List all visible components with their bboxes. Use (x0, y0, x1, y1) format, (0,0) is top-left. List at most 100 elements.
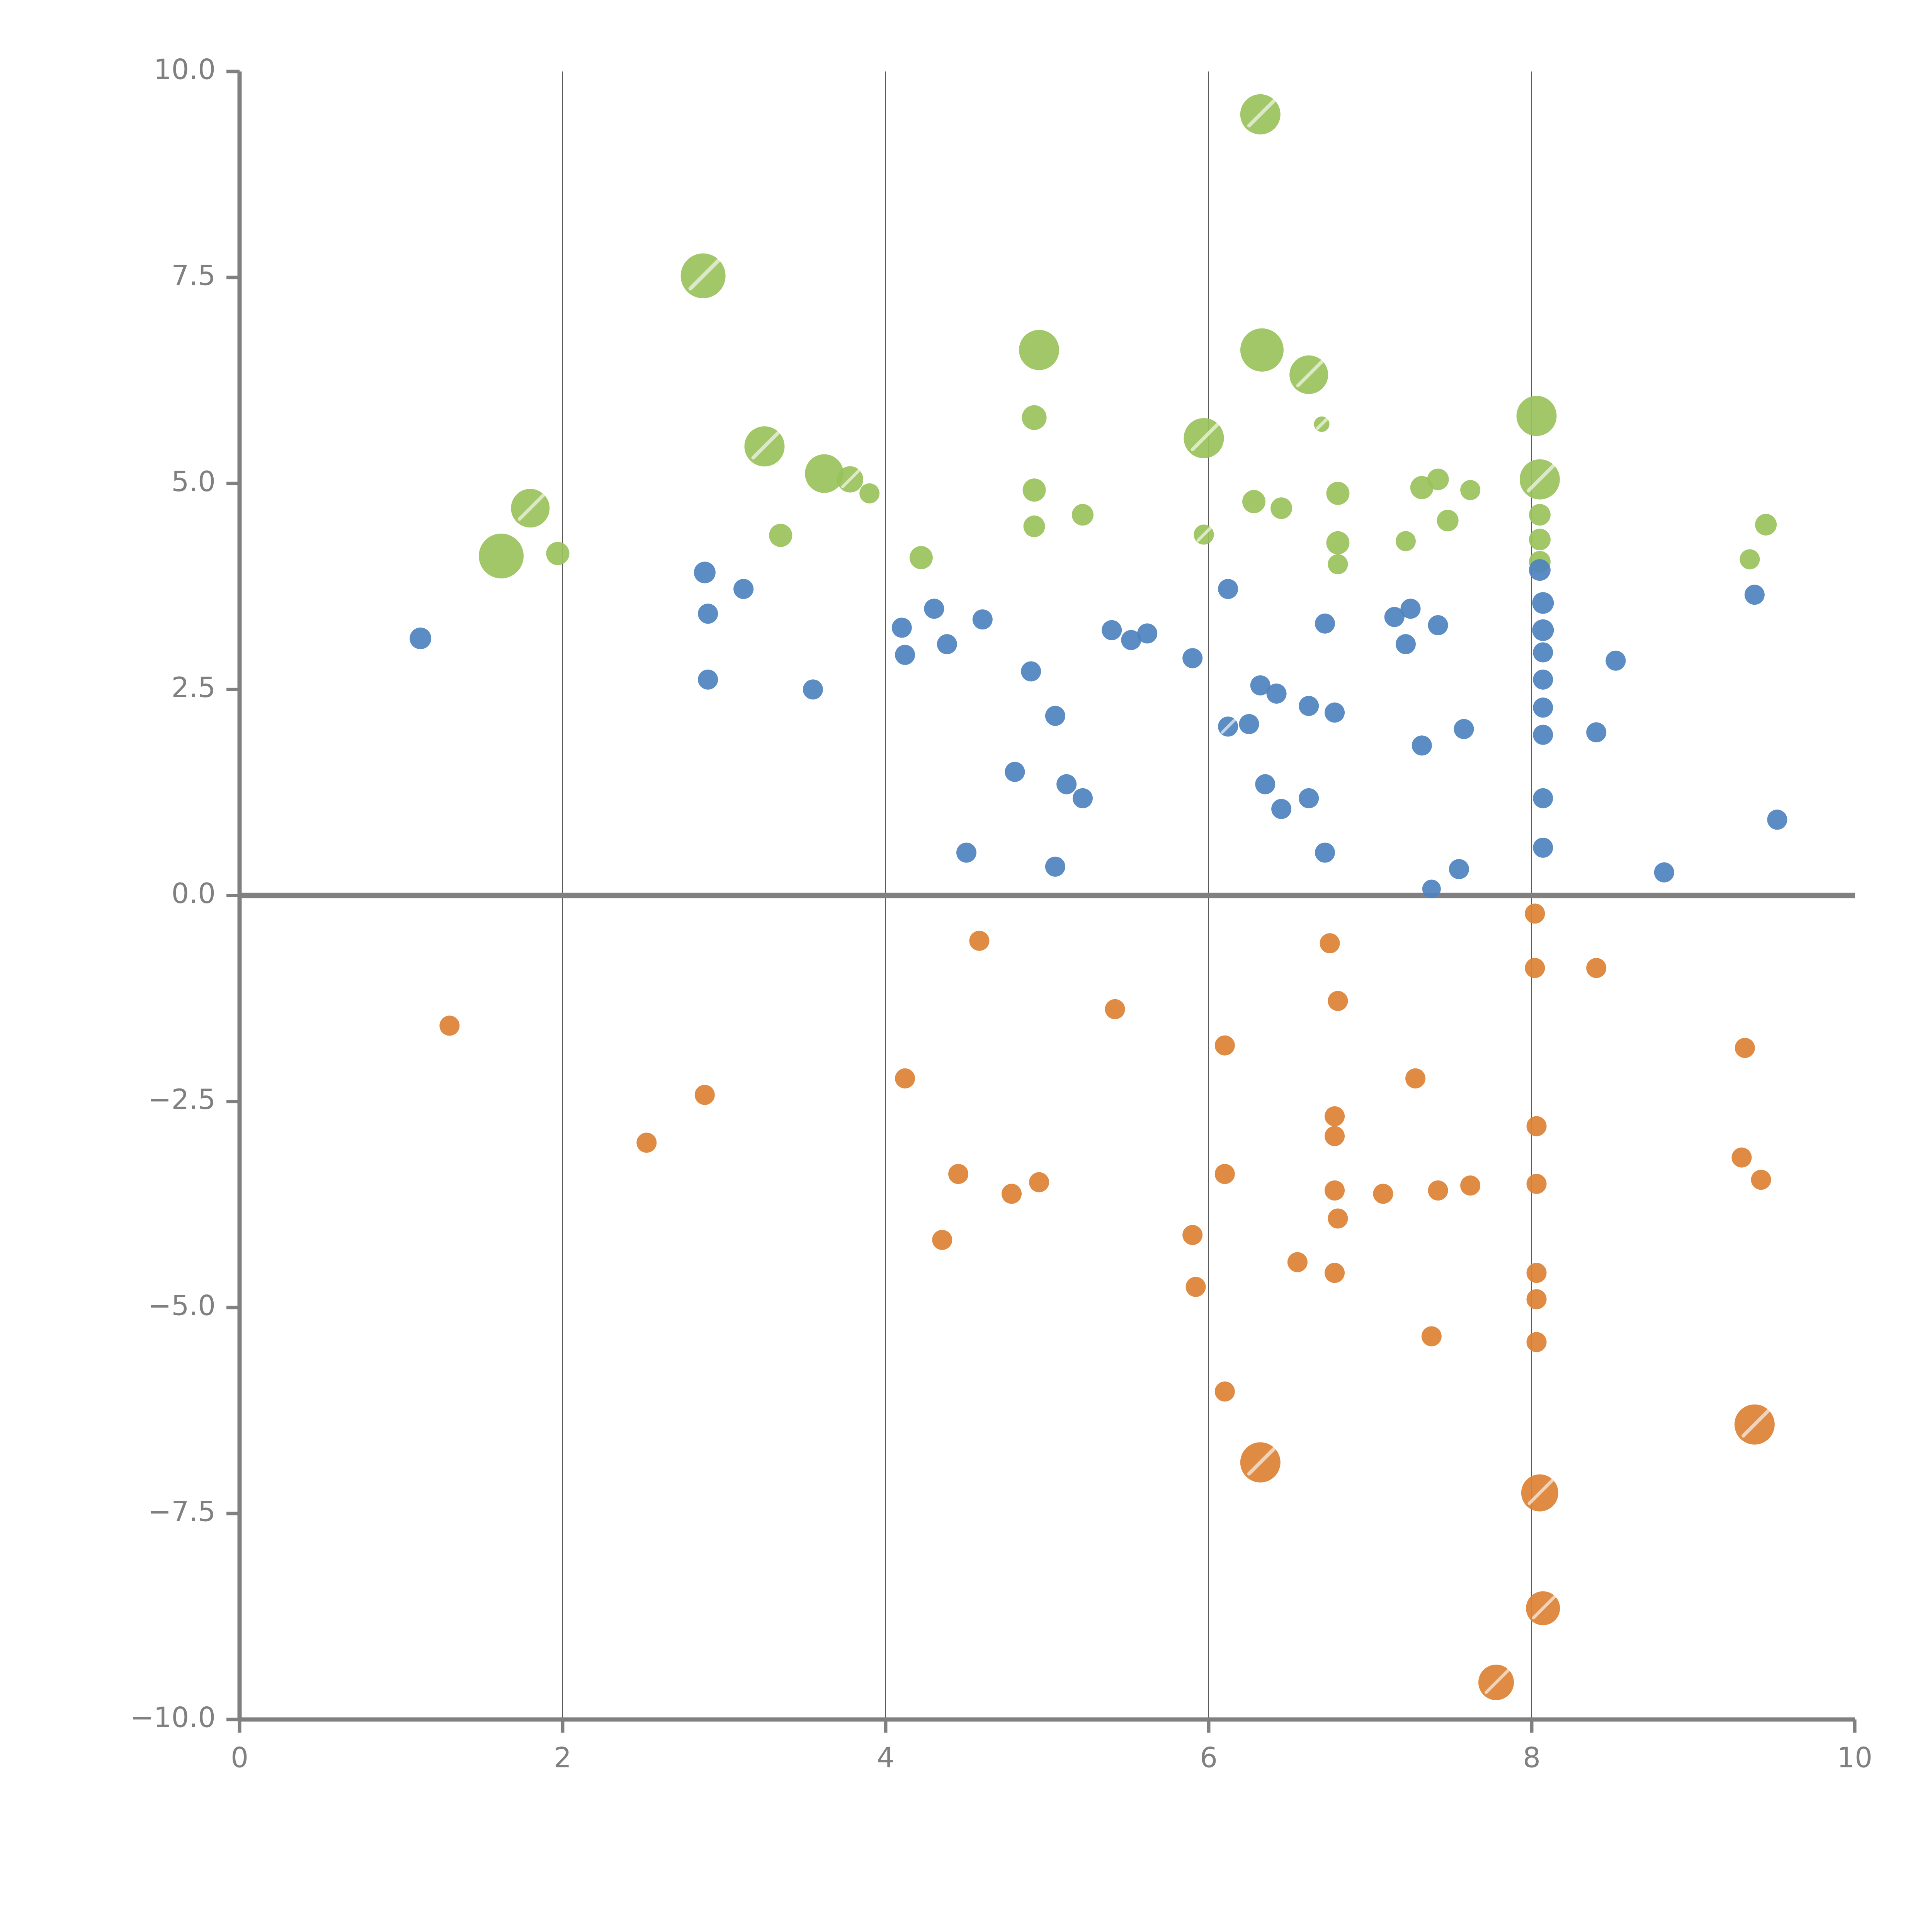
data-point[interactable] (1102, 620, 1122, 640)
data-point[interactable] (1516, 396, 1557, 436)
data-point[interactable] (1045, 706, 1065, 726)
data-point[interactable] (546, 542, 570, 565)
data-point[interactable] (1325, 1263, 1345, 1283)
data-point[interactable] (956, 842, 976, 863)
data-point[interactable] (1529, 559, 1551, 581)
data-point[interactable] (1586, 958, 1607, 978)
data-point[interactable] (859, 483, 880, 503)
data-point[interactable] (948, 1164, 969, 1184)
data-point[interactable] (1533, 724, 1553, 745)
data-point[interactable] (1242, 490, 1266, 514)
data-point[interactable] (1072, 788, 1093, 808)
data-point[interactable] (1121, 630, 1141, 650)
data-point[interactable] (1454, 719, 1474, 739)
data-point[interactable] (1412, 735, 1432, 756)
data-point[interactable] (1526, 1173, 1547, 1194)
data-point[interactable] (1002, 1184, 1022, 1204)
data-point[interactable] (1526, 1332, 1547, 1352)
data-point[interactable] (1218, 579, 1238, 599)
data-point[interactable] (1029, 1172, 1049, 1192)
data-point[interactable] (1460, 480, 1481, 500)
data-point[interactable] (1533, 697, 1553, 718)
data-point[interactable] (1767, 810, 1787, 830)
data-point[interactable] (1182, 648, 1203, 668)
data-point[interactable] (1533, 642, 1553, 663)
data-point[interactable] (479, 533, 524, 578)
data-point[interactable] (1529, 504, 1551, 526)
data-point[interactable] (1400, 599, 1421, 619)
data-point[interactable] (769, 524, 793, 547)
data-point[interactable] (1422, 879, 1441, 898)
data-point[interactable] (1532, 619, 1554, 641)
data-point[interactable] (733, 579, 754, 599)
data-point[interactable] (1405, 1068, 1426, 1088)
data-point[interactable] (1022, 405, 1047, 430)
data-point[interactable] (805, 454, 844, 493)
data-point[interactable] (1255, 774, 1276, 794)
data-point[interactable] (1239, 714, 1259, 734)
data-point[interactable] (972, 609, 993, 630)
data-point[interactable] (1526, 1263, 1547, 1283)
data-point[interactable] (1325, 702, 1345, 723)
data-point[interactable] (694, 1085, 715, 1105)
data-point[interactable] (1731, 1147, 1752, 1168)
data-point[interactable] (1185, 1277, 1206, 1297)
data-point[interactable] (891, 617, 912, 638)
data-point[interactable] (1533, 788, 1553, 808)
data-point[interactable] (1320, 933, 1340, 954)
data-point[interactable] (1045, 856, 1065, 877)
data-point[interactable] (1533, 669, 1553, 690)
data-point[interactable] (1240, 328, 1284, 372)
data-point[interactable] (969, 930, 990, 951)
data-point[interactable] (1299, 696, 1319, 716)
data-point[interactable] (1326, 481, 1350, 505)
data-point[interactable] (1250, 675, 1270, 696)
data-point[interactable] (1533, 837, 1553, 858)
data-point[interactable] (1214, 1035, 1235, 1056)
data-point[interactable] (1325, 1126, 1345, 1146)
data-point[interactable] (410, 628, 432, 650)
data-point[interactable] (1744, 585, 1765, 605)
data-point[interactable] (1525, 903, 1545, 924)
data-point[interactable] (932, 1230, 952, 1250)
data-point[interactable] (1315, 613, 1335, 634)
data-point[interactable] (1735, 1038, 1755, 1058)
data-point[interactable] (439, 1015, 460, 1036)
data-point[interactable] (1328, 554, 1348, 575)
data-point[interactable] (1373, 1184, 1393, 1204)
data-point[interactable] (895, 1068, 915, 1088)
data-point[interactable] (1427, 468, 1449, 490)
data-point[interactable] (1266, 684, 1287, 704)
data-point[interactable] (937, 634, 957, 655)
data-point[interactable] (1315, 842, 1335, 863)
data-point[interactable] (1056, 774, 1077, 794)
data-point[interactable] (1526, 1116, 1547, 1136)
data-point[interactable] (698, 669, 718, 690)
data-point[interactable] (1460, 1175, 1481, 1196)
data-point[interactable] (895, 645, 915, 665)
data-point[interactable] (1428, 1180, 1448, 1201)
data-point[interactable] (924, 599, 944, 619)
data-point[interactable] (1384, 607, 1405, 627)
data-point[interactable] (1287, 1252, 1308, 1272)
data-point[interactable] (1022, 478, 1046, 502)
data-point[interactable] (803, 679, 823, 700)
data-point[interactable] (1214, 1381, 1235, 1402)
data-point[interactable] (1525, 958, 1545, 978)
data-point[interactable] (1654, 862, 1674, 883)
data-point[interactable] (1023, 515, 1045, 537)
data-point[interactable] (1270, 497, 1293, 519)
data-point[interactable] (698, 604, 718, 624)
data-point[interactable] (636, 1133, 657, 1153)
data-point[interactable] (1326, 531, 1350, 554)
data-point[interactable] (1395, 634, 1416, 655)
data-point[interactable] (1751, 1170, 1771, 1190)
data-point[interactable] (1021, 661, 1041, 682)
data-point[interactable] (1328, 1208, 1348, 1229)
data-point[interactable] (1019, 330, 1060, 370)
data-point[interactable] (1105, 999, 1125, 1019)
data-point[interactable] (1325, 1180, 1345, 1201)
data-point[interactable] (1428, 615, 1448, 636)
data-point[interactable] (1137, 623, 1158, 644)
data-point[interactable] (1526, 1289, 1547, 1310)
